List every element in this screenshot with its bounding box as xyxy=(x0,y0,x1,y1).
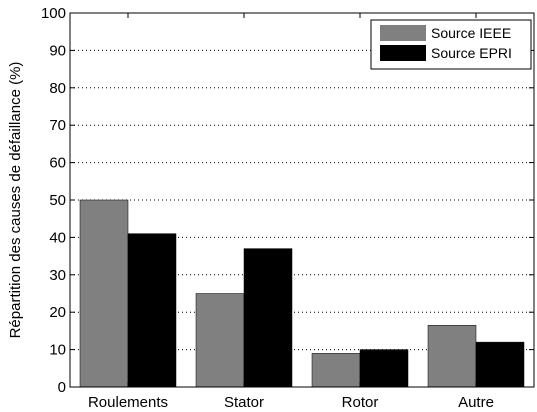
bar-source-ieee-autre xyxy=(427,325,477,388)
y-tick-label: 0 xyxy=(58,379,66,396)
bar-source-epri-rotor xyxy=(359,349,409,388)
y-tick-label: 100 xyxy=(41,5,66,22)
y-tick-label: 80 xyxy=(49,80,66,97)
legend-swatch-ieee xyxy=(380,25,426,41)
bar-source-ieee-roulements xyxy=(79,199,129,388)
bar-source-epri-autre xyxy=(475,341,525,388)
x-tick-label: Autre xyxy=(458,394,494,411)
y-axis-label: Répartition des causes de défaillance (%… xyxy=(7,62,24,339)
legend-label-ieee: Source IEEE xyxy=(431,25,511,41)
bar-source-epri-roulements xyxy=(127,233,177,388)
bar-source-ieee-stator xyxy=(195,293,245,388)
legend: Source IEEE Source EPRI xyxy=(370,19,532,70)
y-tick-label: 20 xyxy=(49,304,66,321)
bar-source-epri-stator xyxy=(243,248,293,388)
axis-ticks: 0 10 20 30 40 50 60 70 80 90 100 Roulements Stator Ro… xyxy=(41,5,534,411)
y-tick-label: 70 xyxy=(49,117,66,134)
y-tick-label: 30 xyxy=(49,267,66,284)
x-tick-label: Rotor xyxy=(342,394,379,411)
y-tick-label: 40 xyxy=(49,229,66,246)
legend-swatch-epri xyxy=(380,45,426,61)
y-tick-label: 60 xyxy=(49,155,66,172)
y-tick-label: 90 xyxy=(49,42,66,59)
y-tick-label: 10 xyxy=(49,342,66,359)
bar-source-ieee-rotor xyxy=(311,353,361,388)
grid-lines xyxy=(70,49,534,351)
legend-label-epri: Source EPRI xyxy=(431,45,512,61)
y-tick-label: 50 xyxy=(49,192,66,209)
x-tick-label: Roulements xyxy=(88,394,168,411)
bars xyxy=(79,199,525,388)
x-tick-label: Stator xyxy=(224,394,264,411)
